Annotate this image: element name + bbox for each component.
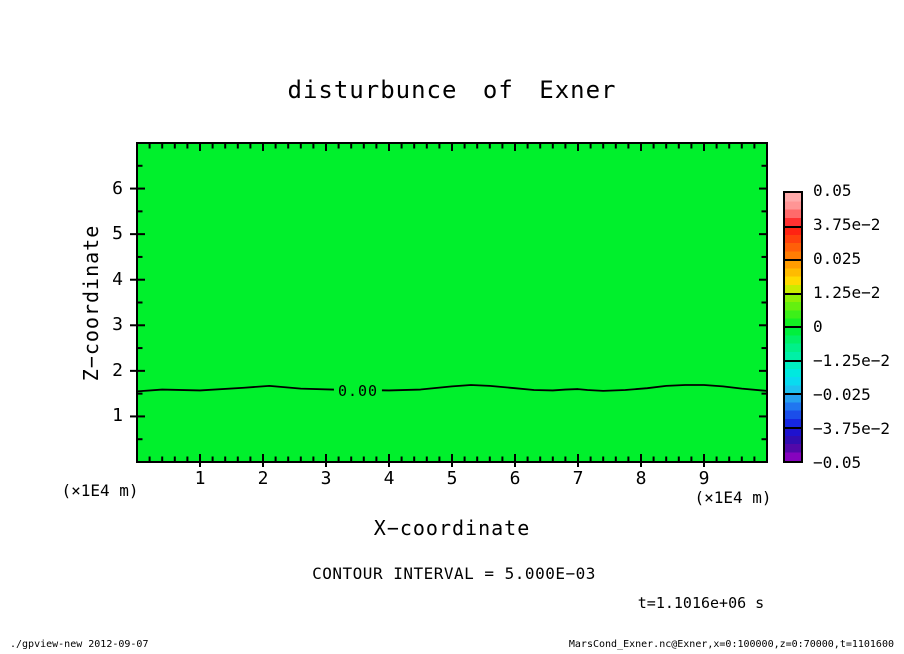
zero-contour-line <box>136 384 768 393</box>
zero-contour-label: 0.00 <box>333 382 383 400</box>
colorbar-tick-label: −0.025 <box>813 385 871 404</box>
colorbar-divider <box>785 225 801 228</box>
x-tick-label: 5 <box>446 468 458 489</box>
footer-command-text: ./gpview-new 2012-09-07 <box>10 639 149 650</box>
colorbar-tick-label: 3.75e−2 <box>813 215 881 234</box>
z-tick-label: 5 <box>112 223 123 245</box>
colorbar <box>783 191 803 463</box>
z-tick-label: 2 <box>112 359 123 381</box>
time-text: t=1.1016e+06 s <box>637 594 765 612</box>
colorbar-tick-label: −1.25e−2 <box>813 351 891 370</box>
colorbar-tick-label: 0 <box>813 317 823 336</box>
colorbar-divider <box>785 359 801 362</box>
x-tick-label: 1 <box>194 468 206 489</box>
x-tick-label: 8 <box>635 468 647 489</box>
x-tick-label: 4 <box>383 468 395 489</box>
z-tick-label: 6 <box>112 177 123 199</box>
x-tick-label: 7 <box>572 468 584 489</box>
footer-source-text: MarsCond_Exner.nc@Exner,x=0:100000,z=0:7… <box>568 639 894 650</box>
x-tick-label: 6 <box>509 468 521 489</box>
colorbar-divider <box>785 393 801 395</box>
colorbar-tick-label: 0.05 <box>813 181 852 200</box>
x-tick-label: 3 <box>320 468 332 489</box>
z-tick-label: 4 <box>112 268 123 290</box>
plot-title: disturbunce of Exner <box>287 76 617 104</box>
x-tick-label: 9 <box>698 468 710 489</box>
plot-fill <box>137 143 767 462</box>
z-tick-label: 1 <box>112 405 123 427</box>
colorbar-divider <box>785 426 801 429</box>
plot-area <box>130 142 768 467</box>
colorbar-divider <box>785 259 801 261</box>
x-axis-unit-left: (×1E4 m) <box>61 481 139 500</box>
x-tick-label: 2 <box>257 468 269 489</box>
plot-frame <box>136 142 768 463</box>
x-axis-unit-right: (×1E4 m) <box>694 488 772 507</box>
contour-interval-text: CONTOUR INTERVAL = 5.000E−03 <box>312 564 596 583</box>
x-axis-title: X−coordinate <box>373 516 531 540</box>
colorbar-tick-label: −0.05 <box>813 453 862 472</box>
colorbar-tick-label: 1.25e−2 <box>813 283 881 302</box>
colorbar-tick-label: 0.025 <box>813 249 862 268</box>
colorbar-divider <box>785 326 801 328</box>
colorbar-tick-label: −3.75e−2 <box>813 419 891 438</box>
colorbar-divider <box>785 292 801 295</box>
z-tick-label: 3 <box>112 314 123 336</box>
